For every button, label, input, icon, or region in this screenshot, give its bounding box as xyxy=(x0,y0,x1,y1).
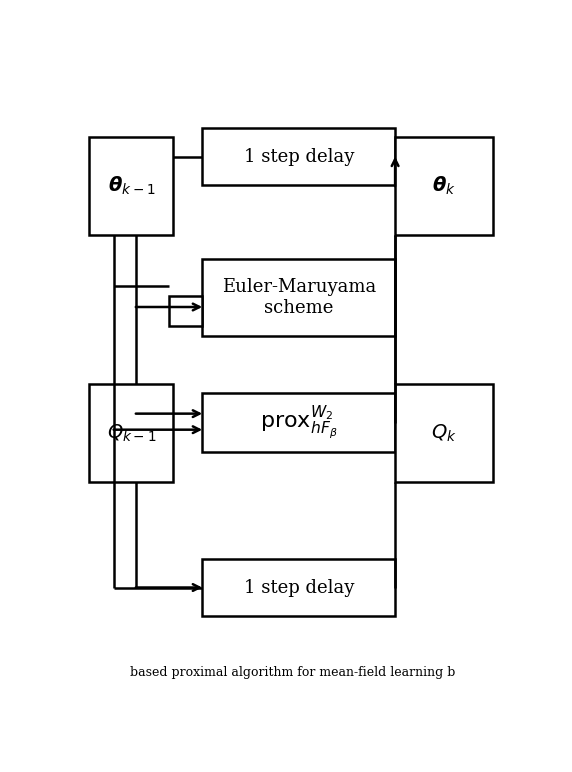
Bar xyxy=(395,137,492,235)
Bar xyxy=(202,259,395,337)
Text: 1 step delay: 1 step delay xyxy=(244,578,354,597)
Bar xyxy=(89,137,173,235)
Bar xyxy=(89,384,173,482)
Text: $\mathrm{prox}_{hF_{\beta}}^{W_2}$: $\mathrm{prox}_{hF_{\beta}}^{W_2}$ xyxy=(260,404,337,442)
Bar xyxy=(202,393,395,452)
Bar xyxy=(395,384,492,482)
Text: Euler-Maruyama
scheme: Euler-Maruyama scheme xyxy=(221,279,376,317)
Bar xyxy=(202,128,395,185)
Bar xyxy=(202,559,395,616)
Text: $Q_{k-1}$: $Q_{k-1}$ xyxy=(106,422,156,444)
Text: $Q_k$: $Q_k$ xyxy=(431,422,456,444)
Text: $\boldsymbol{\theta}_k$: $\boldsymbol{\theta}_k$ xyxy=(432,175,456,198)
Text: $\boldsymbol{\theta}_{k-1}$: $\boldsymbol{\theta}_{k-1}$ xyxy=(108,175,155,198)
Text: 1 step delay: 1 step delay xyxy=(244,147,354,165)
Text: based proximal algorithm for mean-field learning b: based proximal algorithm for mean-field … xyxy=(130,665,456,679)
Bar xyxy=(169,296,202,326)
